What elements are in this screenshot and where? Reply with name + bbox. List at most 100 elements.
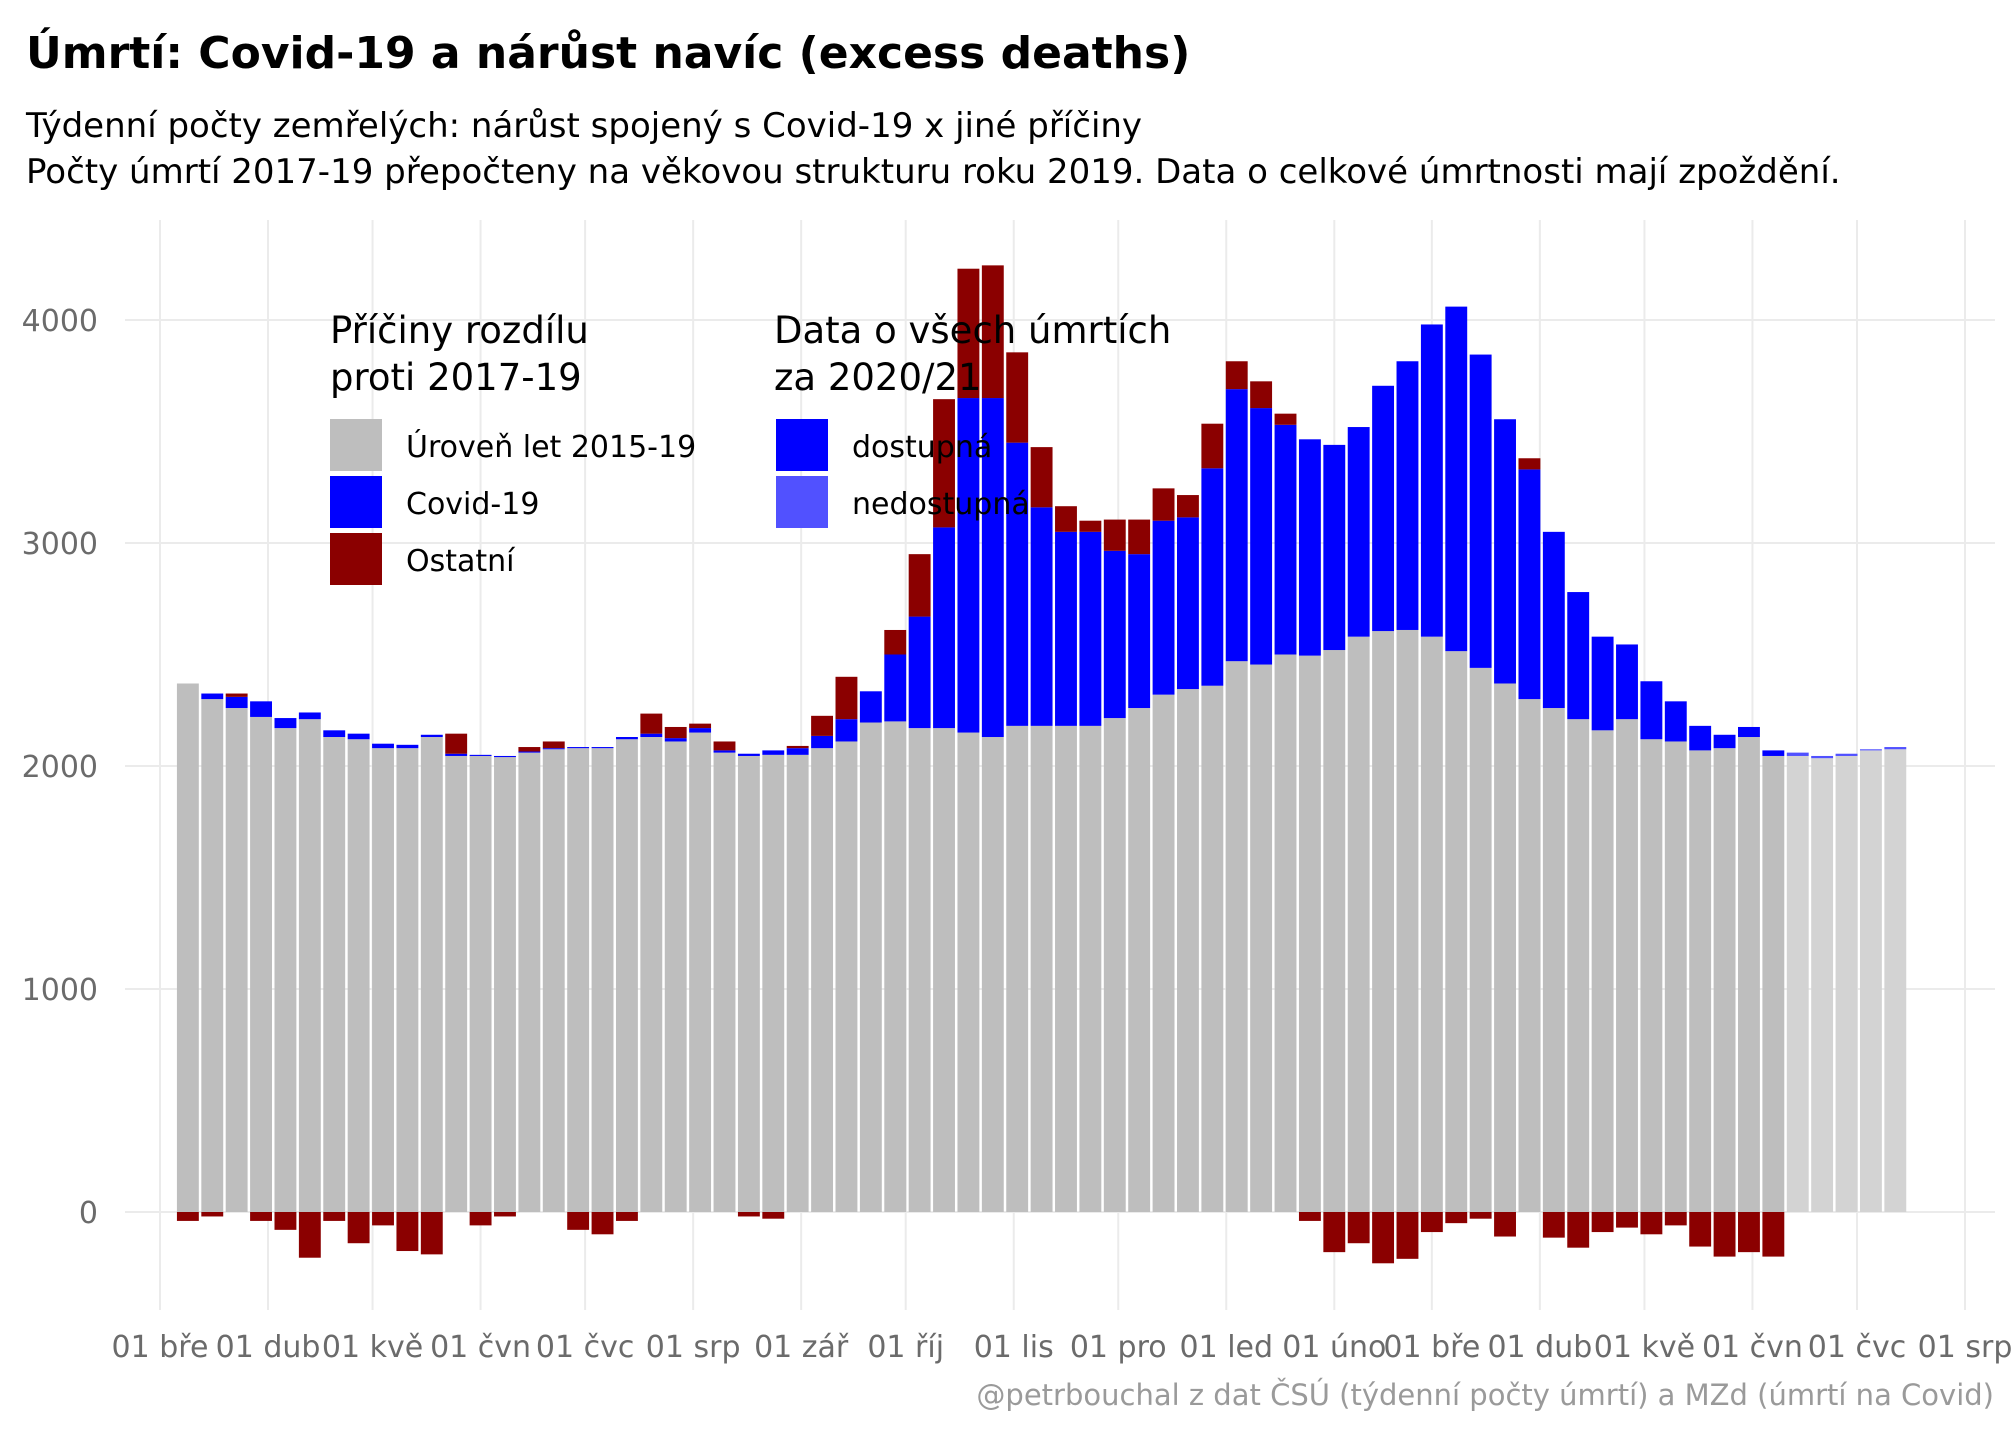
bar-baseline (1738, 737, 1760, 1212)
y-tick-label: 0 (79, 1196, 98, 1231)
bar-baseline (1616, 719, 1638, 1212)
bar-covid (835, 719, 858, 742)
bar-baseline (1713, 748, 1736, 1212)
bar-baseline (859, 722, 882, 1212)
bar-baseline (1152, 694, 1175, 1212)
bar-covid (1323, 444, 1346, 651)
bar-baseline (957, 732, 980, 1212)
bar-covid (1469, 354, 1492, 668)
bar-covid (225, 696, 248, 709)
bar-other (981, 265, 1004, 399)
x-tick-label: 01 lis (974, 1330, 1054, 1365)
x-tick-label: 01 čvc (1808, 1330, 1906, 1365)
legend-label-other: Ostatní (406, 544, 516, 579)
bar-baseline (469, 755, 492, 1212)
bar-covid (1250, 408, 1273, 665)
bar-covid (1298, 439, 1321, 656)
bar-other (323, 1212, 346, 1221)
bar-other (176, 1212, 199, 1221)
bar-covid (786, 748, 809, 755)
bar-covid (859, 691, 882, 723)
bar-other (1372, 1212, 1395, 1264)
bar-baseline (1030, 725, 1053, 1212)
bar-other (1103, 519, 1126, 551)
bar-baseline (1762, 755, 1785, 1212)
bar-baseline (298, 719, 321, 1212)
bar-baseline (1884, 749, 1907, 1212)
bar-baseline (811, 748, 834, 1212)
bar-other (274, 1212, 297, 1230)
bar-other (1006, 352, 1029, 443)
bar-baseline (542, 749, 565, 1212)
bar-covid (933, 527, 955, 729)
bar-baseline (981, 737, 1004, 1212)
bar-other (1469, 1212, 1492, 1219)
bar-other (420, 1212, 443, 1255)
legend-swatch-covid (330, 476, 382, 528)
bar-other (957, 268, 980, 399)
bar-covid (250, 701, 272, 717)
bar-baseline (1176, 689, 1199, 1212)
bar-other (1664, 1212, 1687, 1226)
bar-other (908, 554, 931, 617)
bar-baseline (1079, 725, 1102, 1212)
bar-covid (347, 733, 370, 740)
bar-covid (1664, 701, 1687, 742)
bar-covid (1420, 324, 1443, 637)
bar-covid (1396, 361, 1419, 630)
bar-covid (908, 616, 931, 729)
bar-other (201, 1212, 224, 1217)
bar-baseline (884, 721, 907, 1212)
legend-swatch-baseline (330, 419, 382, 471)
bar-baseline (1786, 755, 1809, 1212)
bar-covid (884, 654, 907, 722)
bar-baseline (1420, 636, 1443, 1212)
bar-covid (737, 753, 760, 756)
bar-covid (1176, 517, 1199, 690)
bar-other (933, 399, 955, 528)
bar-other (1518, 458, 1541, 470)
bar-baseline (1103, 718, 1126, 1212)
bar-baseline (274, 728, 297, 1212)
bar-other (518, 747, 541, 752)
bar-covid (445, 753, 468, 756)
bar-covid (1152, 520, 1175, 695)
bar-covid (1518, 469, 1541, 700)
bar-other (884, 629, 907, 655)
bar-covid (762, 750, 785, 755)
bar-other (1128, 519, 1151, 555)
bar-covid (591, 747, 614, 749)
bar-other (494, 1212, 516, 1217)
bar-covid (1006, 442, 1029, 726)
y-axis-ticks: 0 1000 2000 3000 4000 (22, 304, 98, 1231)
x-tick-label: 01 dub (216, 1330, 321, 1365)
bar-other (737, 1212, 760, 1217)
legend-swatch-available (776, 419, 828, 471)
bar-covid (1689, 725, 1712, 751)
bar-other (567, 1212, 590, 1230)
bar-baseline (1006, 725, 1029, 1212)
bar-covid (1372, 385, 1395, 632)
bar-covid (1884, 747, 1907, 750)
bar-baseline (445, 755, 468, 1212)
bar-baseline (640, 737, 663, 1212)
legend-swatch-other (330, 533, 382, 585)
legend-label-baseline: Úroveň let 2015-19 (406, 428, 696, 465)
bar-other (1567, 1212, 1590, 1248)
x-tick-label: 01 bře (112, 1330, 209, 1365)
bar-baseline (786, 754, 809, 1212)
bar-other (1274, 413, 1297, 425)
x-tick-label: 01 dub (1487, 1330, 1592, 1365)
bar-covid (1347, 427, 1370, 637)
legend-label-unavailable: nedostupná (852, 487, 1030, 522)
bar-other (591, 1212, 614, 1235)
bar-baseline (567, 748, 590, 1212)
bar-other (1420, 1212, 1443, 1233)
bar-other (664, 726, 687, 739)
bar-other (225, 693, 248, 697)
bar-covid (615, 737, 638, 740)
bar-covid (1542, 531, 1565, 709)
bar-other (1250, 381, 1273, 409)
bar-covid (664, 738, 687, 742)
bar-covid (1030, 507, 1053, 726)
